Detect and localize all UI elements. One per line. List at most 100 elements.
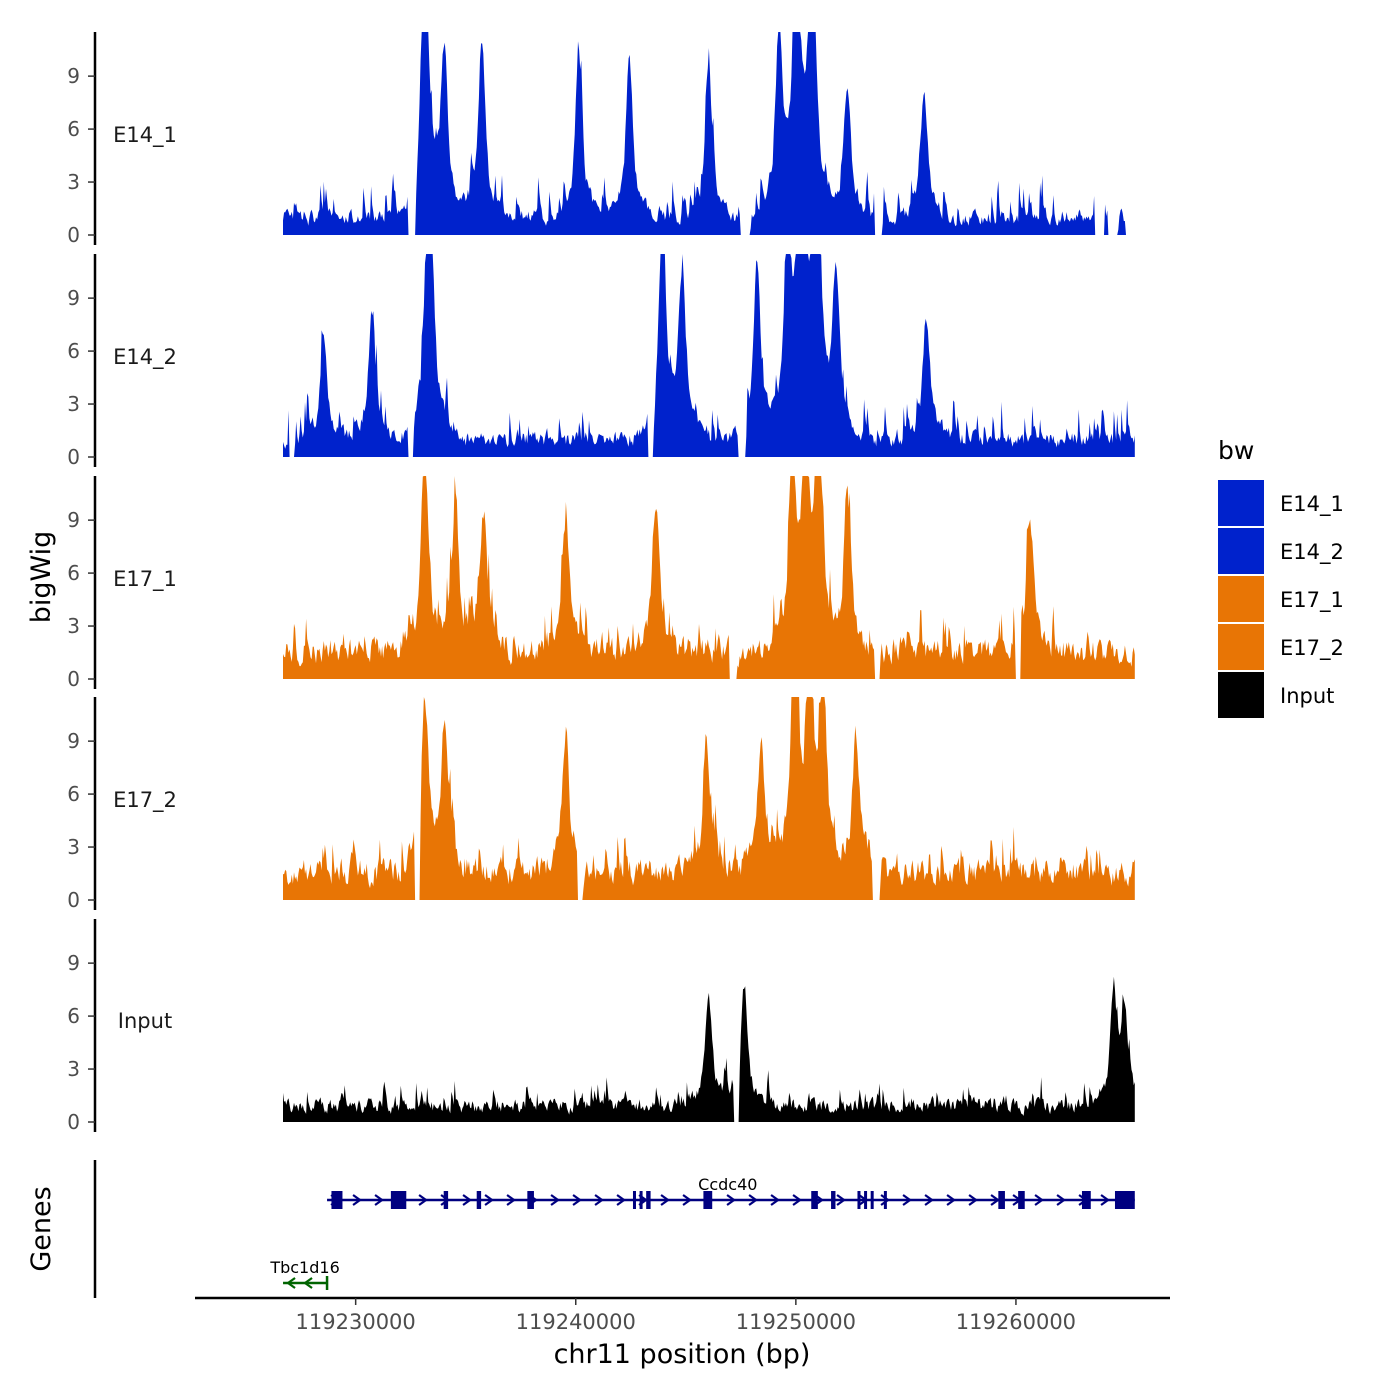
x-tick-label: 119250000 [736, 1310, 856, 1334]
exon [443, 1191, 449, 1209]
strand-arrow [682, 1194, 692, 1206]
gene-label: Ccdc40 [698, 1175, 757, 1194]
y-tick-label: 9 [67, 729, 80, 753]
y-tick-label: 6 [67, 117, 80, 141]
track-label: E17_2 [113, 788, 177, 813]
legend-swatch [1218, 576, 1264, 622]
exon [527, 1191, 534, 1209]
y-tick-label: 0 [67, 223, 80, 247]
strand-arrow [924, 1194, 934, 1206]
y-tick-label: 6 [67, 561, 80, 585]
strand-arrow [352, 1194, 362, 1206]
exon [639, 1191, 643, 1209]
legend-label: Input [1280, 684, 1334, 708]
exon [646, 1191, 651, 1209]
strand-arrow [968, 1194, 978, 1206]
coverage-area-Input [283, 976, 1135, 1122]
x-axis: 119230000 119240000 119250000 119260000 [195, 1296, 1170, 1334]
coverage-tracks: 0 3 6 9 E14_1 0 3 6 9 E14_2 0 3 6 9 E17_1 0 3 6 9 E17_2 0 3 6 9… [67, 32, 1135, 1134]
exon [998, 1191, 1005, 1209]
legend-label: E17_1 [1280, 588, 1344, 613]
legend: bw E14_1 E14_2 E17_1 E17_2 Input [1218, 436, 1344, 718]
strand-arrow [616, 1194, 626, 1206]
legend-label: E17_2 [1280, 636, 1344, 661]
track-Input: 0 3 6 9 Input [67, 919, 1135, 1134]
coverage-area-E17_2 [283, 697, 1135, 900]
y-tick-label: 9 [67, 951, 80, 975]
strand-arrow [946, 1194, 956, 1206]
strand-arrow [1100, 1194, 1110, 1206]
legend-item-E17_2: E17_2 [1218, 624, 1344, 670]
track-label: E14_2 [113, 345, 177, 370]
genes-axis-title: Genes [26, 1186, 57, 1271]
track-E17_1: 0 3 6 9 E17_1 [67, 476, 1135, 691]
coverage-area-E17_1 [283, 476, 1135, 679]
y-tick-label: 6 [67, 1004, 80, 1028]
track-E14_1: 0 3 6 9 E14_1 [67, 32, 1135, 247]
strand-arrow [836, 1194, 846, 1206]
exon [1081, 1191, 1091, 1209]
strand-arrow [484, 1194, 494, 1206]
strand-arrow [660, 1194, 670, 1206]
strand-arrow [726, 1194, 736, 1206]
strand-arrow [550, 1194, 560, 1206]
strand-arrow [572, 1194, 582, 1206]
x-tick-label: 119240000 [516, 1310, 636, 1334]
x-axis-title: chr11 position (bp) [554, 1339, 811, 1370]
strand-arrow [880, 1194, 890, 1206]
exon [632, 1191, 636, 1209]
y-tick-label: 6 [67, 782, 80, 806]
y-tick-label: 0 [67, 1110, 80, 1134]
y-tick-label: 0 [67, 667, 80, 691]
y-tick-label: 6 [67, 339, 80, 363]
legend-swatch [1218, 672, 1264, 718]
y-tick-label: 3 [67, 1057, 80, 1081]
track-label: E17_1 [113, 567, 177, 592]
legend-title: bw [1218, 436, 1254, 465]
legend-swatch [1218, 624, 1264, 670]
track-label: E14_1 [113, 123, 177, 148]
gene-Ccdc40: Ccdc40 [327, 1175, 1135, 1209]
y-tick-label: 3 [67, 170, 80, 194]
exon [390, 1191, 407, 1209]
strand-arrow [792, 1194, 802, 1206]
exon [864, 1191, 868, 1209]
exon [857, 1191, 861, 1209]
y-tick-label: 9 [67, 64, 80, 88]
y-tick-label: 3 [67, 614, 80, 638]
exon [883, 1191, 887, 1209]
strand-arrow [594, 1194, 604, 1206]
gene-Tbc1d16: Tbc1d16 [269, 1258, 340, 1290]
legend-swatch [1218, 528, 1264, 574]
strand-arrow [506, 1194, 516, 1206]
y-tick-label: 0 [67, 445, 80, 469]
strand-arrow [1056, 1194, 1066, 1206]
strand-arrow [990, 1194, 1000, 1206]
strand-arrow [748, 1194, 758, 1206]
exon [1114, 1191, 1135, 1209]
legend-label: E14_2 [1280, 540, 1344, 565]
exon [331, 1191, 343, 1209]
strand-arrow [418, 1194, 428, 1206]
x-tick-label: 119230000 [296, 1310, 416, 1334]
strand-arrow [462, 1194, 472, 1206]
x-tick-label: 119260000 [956, 1310, 1076, 1334]
y-tick-label: 3 [67, 392, 80, 416]
legend-item-E14_2: E14_2 [1218, 528, 1344, 574]
strand-arrow [374, 1194, 384, 1206]
y-axis-title: bigWig [26, 531, 57, 624]
exon [831, 1191, 836, 1209]
strand-arrow [902, 1194, 912, 1206]
coverage-area-E14_2 [283, 254, 1135, 457]
strand-arrow [1034, 1194, 1044, 1206]
y-tick-label: 9 [67, 508, 80, 532]
legend-item-Input: Input [1218, 672, 1334, 718]
legend-item-E17_1: E17_1 [1218, 576, 1344, 622]
strand-arrow [286, 1277, 296, 1289]
exon [811, 1191, 818, 1209]
legend-label: E14_1 [1280, 492, 1344, 517]
y-tick-label: 0 [67, 888, 80, 912]
y-tick-label: 3 [67, 835, 80, 859]
legend-item-E14_1: E14_1 [1218, 480, 1344, 526]
